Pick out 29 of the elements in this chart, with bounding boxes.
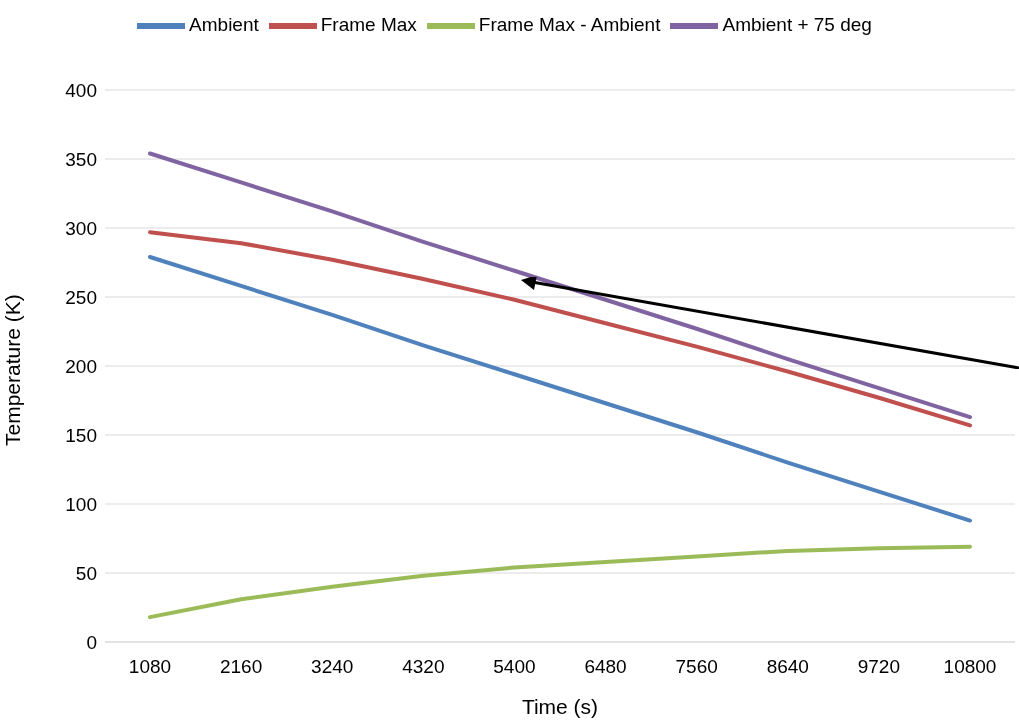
x-tick-label: 7560 <box>675 656 718 678</box>
x-tick-label: 6480 <box>584 656 627 678</box>
x-tick-label: 5400 <box>493 656 536 678</box>
legend-label: Frame Max <box>320 14 417 36</box>
y-tick-label: 250 <box>65 286 97 308</box>
x-tick-label: 10800 <box>943 656 997 678</box>
x-axis-title: Time (s) <box>521 695 599 718</box>
y-tick-label: 350 <box>65 148 97 170</box>
line-series <box>148 254 972 523</box>
x-tick-label: 1080 <box>128 656 172 678</box>
x-tick-label: 9720 <box>857 656 901 678</box>
y-tick-label: 400 <box>65 79 97 101</box>
y-tick-label: 50 <box>75 562 97 584</box>
y-axis-title: Temperature (K) <box>1 294 25 446</box>
line-series <box>148 230 972 428</box>
legend-label: Ambient <box>189 14 259 36</box>
y-tick-label: 300 <box>65 217 97 239</box>
y-tick-label: 150 <box>65 424 97 446</box>
x-tick-label: 2160 <box>219 656 263 678</box>
legend-label: Ambient + 75 deg <box>722 14 872 36</box>
x-tick-label: 3240 <box>311 656 354 678</box>
y-tick-label: 100 <box>65 493 97 515</box>
line-series <box>148 151 972 420</box>
y-tick-label: 0 <box>86 631 97 653</box>
y-tick-label: 200 <box>65 355 97 377</box>
line-series <box>148 544 972 620</box>
legend-label: Frame Max - Ambient <box>478 14 661 36</box>
x-tick-label: 4320 <box>402 656 445 678</box>
x-tick-label: 8640 <box>766 656 809 678</box>
